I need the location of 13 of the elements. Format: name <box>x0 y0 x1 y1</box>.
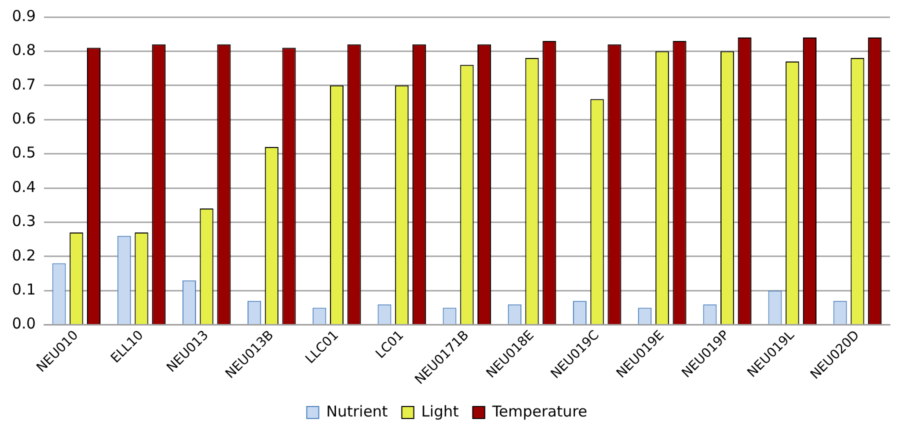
y-tick-label: 0.2 <box>12 246 36 264</box>
y-tick-label: 0.9 <box>12 6 36 25</box>
y-tick-label: 0.5 <box>12 144 36 162</box>
y-tick-label: 0.7 <box>12 75 36 94</box>
y-tick-label: 0.8 <box>12 41 36 60</box>
legend-label: Nutrient <box>326 402 388 420</box>
legend-label: Light <box>421 402 459 420</box>
y-tick-label: 0.1 <box>12 280 36 299</box>
y-tick-label: 0.3 <box>12 212 36 230</box>
y-tick-label: 0.4 <box>12 178 36 196</box>
y-tick-label: 0.0 <box>12 314 36 333</box>
y-tick-label: 0.6 <box>12 110 36 128</box>
legend-label: Temperature <box>491 402 588 420</box>
